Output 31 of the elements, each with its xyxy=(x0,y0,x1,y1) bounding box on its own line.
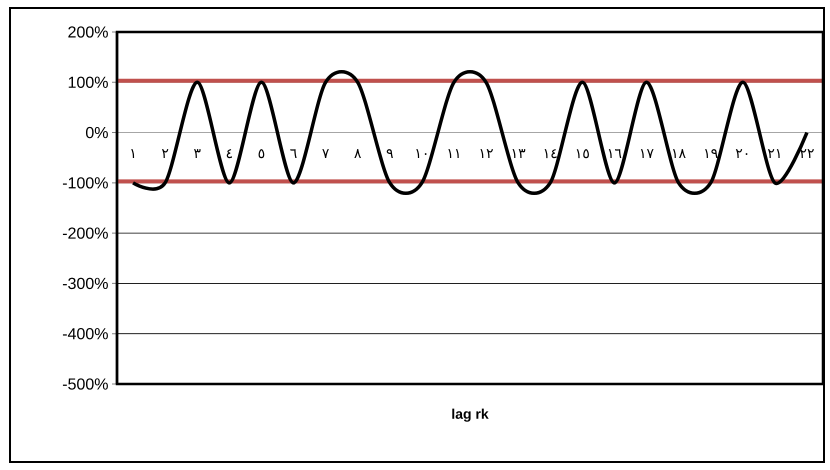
x-tick-label: ٧ xyxy=(322,149,329,158)
x-tick-label: ١٥ xyxy=(576,149,589,158)
x-tick-label: ٤ xyxy=(226,149,232,158)
x-tick-label: ١٦ xyxy=(608,149,622,158)
x-tick-label: ٢ xyxy=(162,149,168,158)
x-tick-label: ٦ xyxy=(290,149,297,158)
x-tick-label: ١٩ xyxy=(705,149,718,158)
x-tick-label: ١٤ xyxy=(544,149,557,158)
x-tick-label: ١٠ xyxy=(416,149,426,158)
x-tick-label: ٣ xyxy=(194,149,201,158)
x-tick-label: ١٣ xyxy=(512,149,526,158)
y-tick-label: -100% xyxy=(62,177,108,189)
x-tick-label: ٩ xyxy=(386,149,393,158)
y-tick-label: 200% xyxy=(68,26,108,38)
x-tick-label: ١٧ xyxy=(640,149,654,158)
x-tick-label: ٢٠ xyxy=(736,149,748,158)
y-tick-label: -200% xyxy=(62,227,108,239)
y-tick-label: 100% xyxy=(68,76,108,88)
x-tick-label: ١٢ xyxy=(480,149,493,158)
x-tick-label: ٢١ xyxy=(768,149,780,158)
x-tick-label: ١ xyxy=(131,149,134,158)
x-axis-title: lag rk xyxy=(452,408,489,422)
y-tick-label: -500% xyxy=(62,378,108,390)
x-tick-label: ١٨ xyxy=(672,149,686,158)
x-tick-label: ١١ xyxy=(448,149,459,158)
y-tick-label: -300% xyxy=(62,278,108,290)
y-tick-label: 0% xyxy=(86,126,108,138)
x-tick-label: ٥ xyxy=(258,149,264,158)
x-tick-label: ٢٢ xyxy=(800,149,814,158)
y-tick-label: -400% xyxy=(62,328,108,340)
x-tick-label: ٨ xyxy=(354,149,362,158)
